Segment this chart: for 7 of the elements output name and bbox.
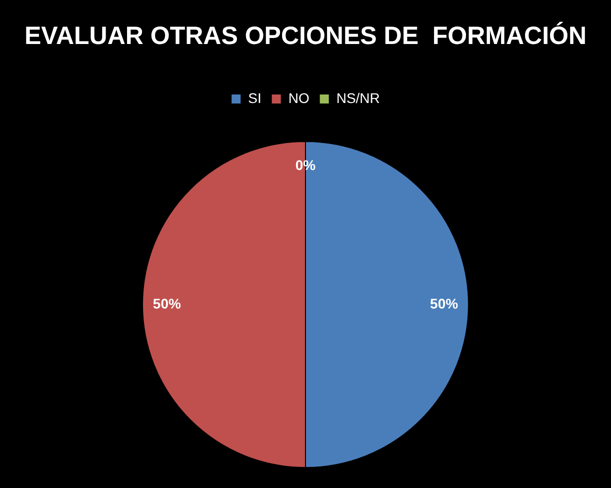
data-label: 50%: [152, 295, 182, 312]
legend-label: SI: [248, 90, 262, 106]
chart-title: EVALUAR OTRAS OPCIONES DE FORMACIÓN: [24, 20, 587, 50]
data-label: 50%: [430, 295, 459, 312]
legend-label: NO: [288, 90, 310, 106]
legend-label: NS/NR: [336, 90, 380, 106]
text: 0%: [295, 156, 316, 173]
